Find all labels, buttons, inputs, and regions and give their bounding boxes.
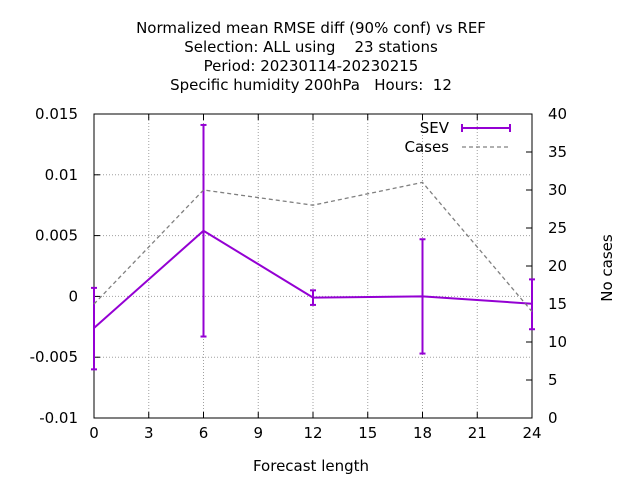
y-tick-label-3: 0.005 bbox=[35, 227, 78, 245]
y2-tick-label-5: 25 bbox=[548, 219, 567, 237]
legend-label-sev: SEV bbox=[420, 119, 450, 137]
y-tick-label-0: -0.01 bbox=[39, 409, 78, 427]
chart-axes: 0 3 6 9 12 15 18 21 24 -0.01 -0.005 0 0.005 0.01 0.015… bbox=[30, 105, 567, 442]
x-tick-label-1: 3 bbox=[144, 424, 154, 442]
y2-tick-label-7: 35 bbox=[548, 143, 567, 161]
y-tick-label-1: -0.005 bbox=[30, 348, 78, 366]
chart-series bbox=[91, 123, 535, 371]
chart-grid bbox=[94, 114, 532, 418]
chart-title-line-3: Period: 20230114-20230215 bbox=[204, 57, 419, 75]
x-tick-label-8: 24 bbox=[522, 424, 541, 442]
x-tick-label-0: 0 bbox=[89, 424, 99, 442]
y2-axis-label: No cases bbox=[598, 234, 616, 302]
x-tick-label-4: 12 bbox=[303, 424, 322, 442]
y-tick-label-5: 0.015 bbox=[35, 105, 78, 123]
x-tick-label-2: 6 bbox=[199, 424, 209, 442]
y2-tick-label-1: 5 bbox=[548, 371, 558, 389]
series-line-cases bbox=[93, 181, 533, 313]
legend-label-cases: Cases bbox=[404, 138, 449, 156]
y2-tick-label-4: 20 bbox=[548, 257, 567, 275]
chart-title-line-2: Selection: ALL using 23 stations bbox=[184, 38, 438, 56]
chart-title-line-1: Normalized mean RMSE diff (90% conf) vs … bbox=[136, 19, 486, 37]
chart-title: Normalized mean RMSE diff (90% conf) vs … bbox=[136, 19, 486, 94]
y2-tick-label-8: 40 bbox=[548, 105, 567, 123]
chart-title-line-4: Specific humidity 200hPa Hours: 12 bbox=[170, 76, 452, 94]
x-tick-label-3: 9 bbox=[253, 424, 263, 442]
y-tick-label-2: 0 bbox=[68, 287, 78, 305]
x-tick-label-7: 21 bbox=[468, 424, 487, 442]
x-tick-label-6: 18 bbox=[413, 424, 432, 442]
x-axis-label: Forecast length bbox=[253, 457, 369, 475]
y2-tick-label-6: 30 bbox=[548, 181, 567, 199]
y2-tick-label-3: 15 bbox=[548, 295, 567, 313]
y2-tick-label-2: 10 bbox=[548, 333, 567, 351]
x-tick-label-5: 15 bbox=[358, 424, 377, 442]
y2-tick-label-0: 0 bbox=[548, 409, 558, 427]
y-tick-label-4: 0.01 bbox=[45, 166, 78, 184]
